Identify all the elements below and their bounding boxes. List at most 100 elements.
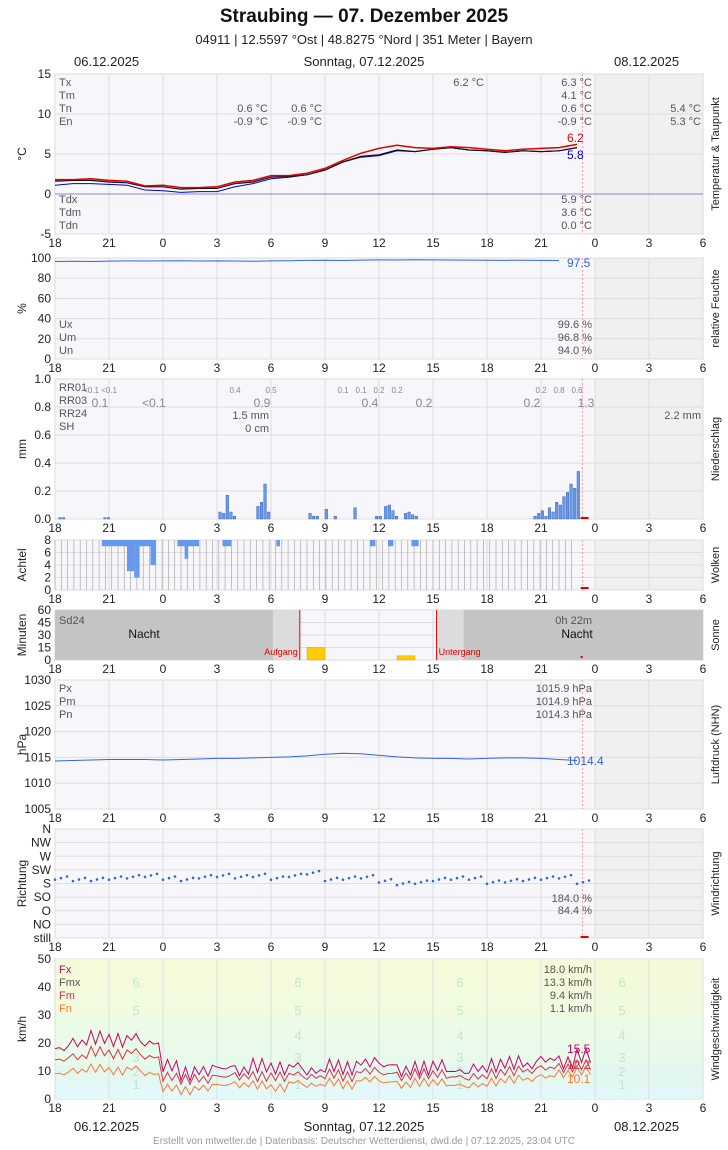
precip-now-marker	[580, 517, 589, 519]
wind-direction-point	[209, 873, 213, 877]
stat-label-temperature: Tx	[59, 77, 72, 89]
wind-direction-point	[119, 875, 123, 878]
xtick-clouds: 21	[102, 592, 116, 606]
xtick-clouds: 21	[534, 592, 548, 606]
rr01-label: <0.1	[101, 386, 117, 395]
precip-bar	[544, 516, 548, 520]
footer-date-center: Sonntag, 07.12.2025	[303, 1119, 425, 1134]
footer-date-right: 08.12.2025	[614, 1119, 680, 1134]
wind-direction-point	[527, 878, 531, 881]
wind-direction-point	[383, 879, 387, 883]
wind-direction-point	[329, 878, 333, 881]
xtick-wind_speed: 18	[480, 1101, 494, 1115]
wind-direction-point	[413, 882, 417, 886]
precip-bar	[260, 502, 264, 520]
precip-bar	[375, 516, 379, 520]
wind-direction-point	[587, 879, 591, 882]
xtick-pressure: 21	[102, 811, 116, 825]
ytick-humidity: 20	[38, 332, 52, 346]
ytick-wind_direction: still	[34, 931, 51, 945]
temp-today-value: -0.9 °C	[558, 116, 592, 128]
xtick-wind_direction: 6	[268, 940, 275, 954]
xtick-wind_speed: 0	[592, 1101, 599, 1115]
side-label-pressure: Luftdruck (NHN)	[710, 705, 722, 784]
wind-direction-point	[113, 876, 117, 880]
wind-direction-point	[311, 871, 315, 875]
wind-direction-point	[305, 873, 309, 876]
xtick-wind_speed: 21	[534, 1101, 548, 1115]
cloud-gap-bar	[276, 540, 280, 547]
wind-direction-point	[365, 875, 369, 879]
xtick-wind_direction: 9	[322, 940, 329, 954]
precip-bar	[106, 517, 110, 520]
ytick-sunshine: 45	[38, 616, 52, 630]
xtick-sunshine: 0	[592, 662, 599, 676]
xtick-sunshine: 12	[372, 662, 386, 676]
wind-direction-point	[503, 881, 507, 884]
beaufort-label: 4	[456, 1028, 463, 1043]
wind-direction-point	[239, 875, 243, 879]
xtick-temperature: 21	[102, 236, 116, 250]
wind-direction-point	[569, 873, 573, 877]
temp-end-label: 6.2	[567, 131, 584, 145]
xtick-wind_speed: 12	[372, 1101, 386, 1115]
cloud-gap-bar	[150, 540, 156, 565]
ylabel-wind_direction: Richtung	[15, 860, 29, 907]
stat-value-humidity: 99.6 %	[558, 319, 592, 331]
xtick-wind_speed: 0	[160, 1101, 167, 1115]
wind-stat-value: 9.4 km/h	[550, 990, 592, 1002]
beaufort-label: 2	[132, 1064, 139, 1079]
wind-stat-value: 18.0 km/h	[544, 964, 592, 976]
ytick-pressure: 1020	[24, 725, 51, 739]
wind-direction-point	[167, 876, 171, 880]
cloud-gap-bar	[222, 540, 232, 547]
xtick-pressure: 3	[214, 811, 221, 825]
wind-direction-point	[485, 882, 489, 886]
dew-stat-label: Tdn	[59, 220, 78, 232]
date-center: Sonntag, 07.12.2025	[303, 54, 425, 69]
beaufort-label: 1	[294, 1077, 301, 1092]
wind-direction-point	[137, 873, 141, 877]
stat-label-precipitation: RR03	[59, 395, 87, 407]
ytick-wind_direction: SO	[34, 890, 51, 904]
beaufort-label: 6	[294, 975, 301, 990]
beaufort-label: 5	[132, 1003, 139, 1018]
precip-bar	[404, 513, 408, 520]
rr03-label: 0.1	[92, 396, 109, 410]
xtick-humidity: 3	[646, 361, 653, 375]
rr01-label: 0.1	[355, 386, 367, 395]
xtick-wind_direction: 12	[372, 940, 386, 954]
ytick-clouds: 0	[44, 583, 51, 597]
winddir-now-marker	[580, 936, 589, 938]
precip-bar	[384, 506, 388, 520]
ytick-humidity: 0	[44, 352, 51, 366]
wind-direction-point	[227, 872, 231, 876]
wind-stat-label: Fn	[59, 1003, 72, 1015]
xtick-wind_direction: 3	[214, 940, 221, 954]
precip-bar	[263, 483, 267, 520]
wind-direction-point	[263, 872, 267, 876]
wind-direction-point	[65, 875, 69, 878]
precip-bar	[103, 517, 107, 520]
wind-mean-line	[54, 1045, 591, 1086]
wind-direction-point	[197, 877, 201, 880]
pressure-end-label: 1014.4	[567, 754, 604, 768]
wind-direction-point	[77, 878, 81, 881]
stat-value-humidity: 96.8 %	[558, 332, 592, 344]
precip-bar	[411, 514, 415, 520]
wind-direction-point	[425, 879, 429, 882]
wind-direction-point	[341, 878, 345, 882]
wind-gust-line	[54, 1028, 591, 1083]
precip-bar	[555, 502, 559, 520]
wind-direction-point	[215, 875, 219, 879]
xtick-sunshine: 6	[700, 662, 707, 676]
wind-direction-point	[107, 878, 111, 882]
precip-bar	[225, 495, 229, 520]
ytick-temperature: 5	[44, 147, 51, 161]
precip-bar	[256, 506, 260, 520]
xtick-humidity: 15	[426, 361, 440, 375]
xtick-wind_speed: 18	[48, 1101, 62, 1115]
xtick-humidity: 18	[480, 361, 494, 375]
ylabel-pressure: hPa	[15, 734, 29, 756]
